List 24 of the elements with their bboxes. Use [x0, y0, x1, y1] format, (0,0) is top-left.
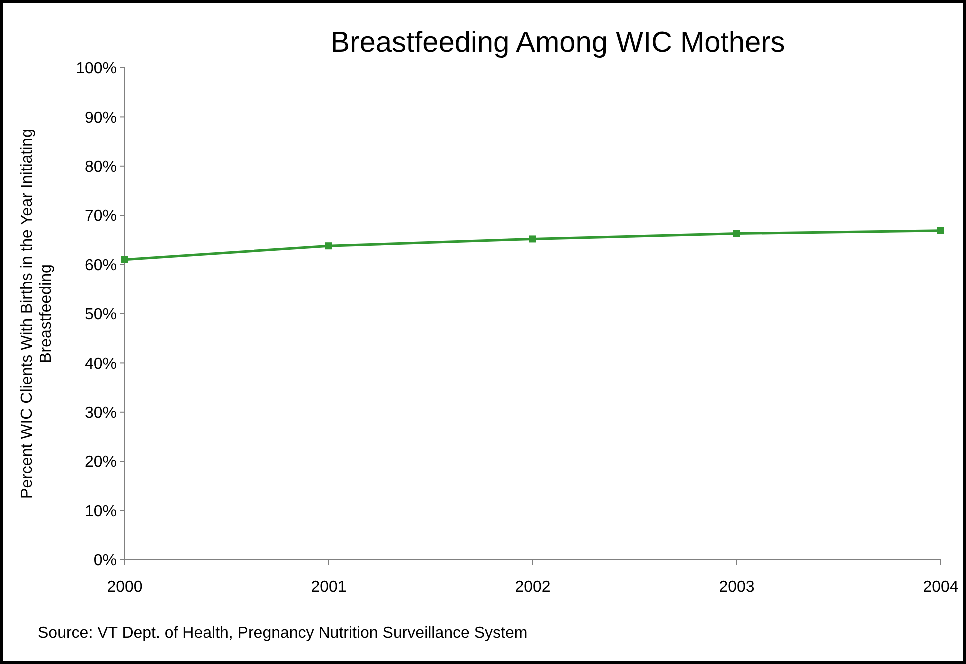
point [734, 230, 740, 238]
y-tick-label: 100% [76, 60, 117, 78]
point [326, 242, 332, 250]
y-tick-label: 90% [84, 110, 117, 127]
y-tick-label: 10% [84, 503, 117, 520]
source-note: Source: VT Dept. of Health, Pregnancy Nutrition Surveillance System [38, 625, 528, 642]
x-tick-label: 2002 [515, 579, 551, 596]
y-tick-label: 70% [84, 208, 117, 226]
x-tick-label: 2004 [923, 579, 959, 596]
point [938, 227, 944, 234]
y-tick-label: 30% [84, 405, 117, 422]
y-axis-title: Percent WIC Clients With Births in the Year Initiating Breastfeeding [19, 129, 56, 499]
chart-title: Breastfeeding Among WIC Mothers [330, 27, 786, 59]
x-tick-label: 2003 [719, 579, 755, 596]
y-tick-label: 0% [94, 552, 117, 570]
x-tick-label: 2000 [107, 579, 143, 596]
y-tick-label: 40% [84, 356, 117, 373]
point [122, 256, 128, 264]
point [530, 236, 536, 243]
y-tick-label: 50% [84, 306, 117, 324]
y-tick-label: 80% [84, 159, 117, 176]
y-tick-label: 60% [84, 257, 117, 274]
y-tick-label: 20% [84, 454, 117, 472]
x-tick-label: 2001 [311, 579, 347, 596]
